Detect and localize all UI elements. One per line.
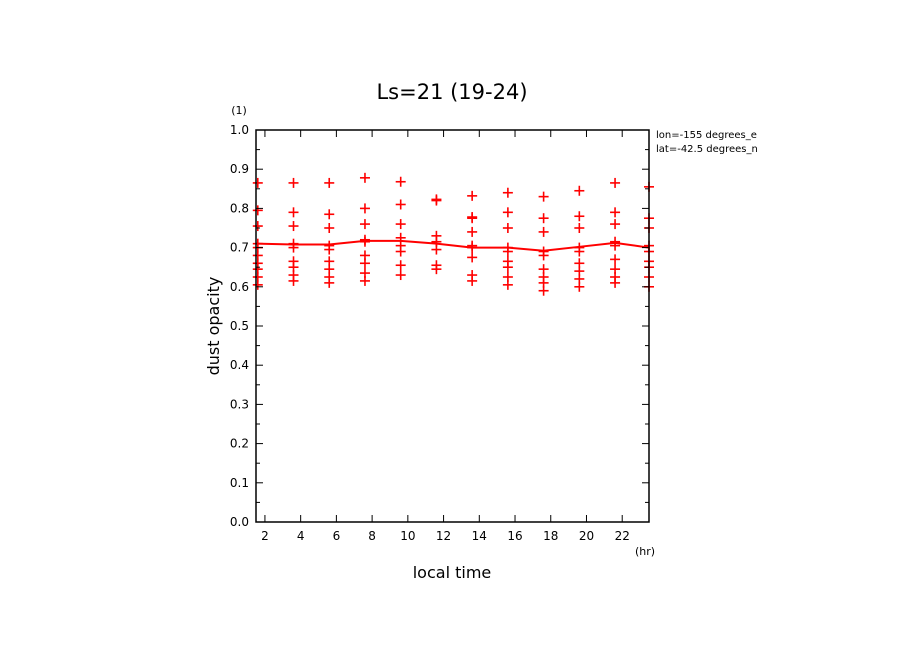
data-point bbox=[502, 262, 513, 273]
y-tick-label: 0.0 bbox=[230, 515, 249, 529]
data-point bbox=[359, 219, 370, 230]
data-point bbox=[574, 246, 585, 257]
data-point bbox=[431, 244, 442, 255]
x-tick-label: 22 bbox=[615, 529, 630, 543]
data-point bbox=[395, 260, 406, 271]
data-point bbox=[359, 172, 370, 183]
data-point bbox=[324, 277, 335, 288]
x-tick-label: 6 bbox=[333, 529, 341, 543]
y-tick-label: 0.4 bbox=[230, 358, 249, 372]
y-tick-label: 0.8 bbox=[230, 201, 249, 215]
data-point bbox=[252, 205, 263, 216]
x-tick-label: 18 bbox=[543, 529, 558, 543]
x-axis-label: local time bbox=[413, 563, 492, 582]
data-point bbox=[467, 226, 478, 237]
data-point bbox=[324, 244, 335, 255]
data-point bbox=[610, 207, 621, 218]
data-point bbox=[431, 264, 442, 275]
y-tick-label: 0.1 bbox=[230, 476, 249, 490]
mean-line bbox=[255, 239, 650, 252]
data-point bbox=[502, 187, 513, 198]
data-point bbox=[467, 252, 478, 263]
y-tick-label: 0.2 bbox=[230, 437, 249, 451]
data-point bbox=[288, 221, 299, 232]
data-point bbox=[574, 211, 585, 222]
data-point bbox=[610, 219, 621, 230]
data-point bbox=[610, 254, 621, 265]
y-tick-label: 0.7 bbox=[230, 241, 249, 255]
annotation-lat: lat=-42.5 degrees_n bbox=[656, 144, 758, 155]
data-point bbox=[574, 185, 585, 196]
chart-title: Ls=21 (19-24) bbox=[376, 80, 527, 104]
plot-frame bbox=[255, 129, 650, 523]
data-point bbox=[538, 213, 549, 224]
data-point bbox=[288, 177, 299, 188]
data-point bbox=[324, 177, 335, 188]
data-point bbox=[359, 258, 370, 269]
data-point bbox=[502, 279, 513, 290]
data-point bbox=[574, 281, 585, 292]
data-point bbox=[252, 177, 263, 188]
data-point bbox=[538, 191, 549, 202]
data-point bbox=[252, 279, 263, 290]
data-point bbox=[538, 250, 549, 261]
x-tick-label: 8 bbox=[368, 529, 376, 543]
x-unit-label: (hr) bbox=[635, 545, 655, 558]
y-unit-label: (1) bbox=[231, 104, 247, 117]
data-point bbox=[395, 246, 406, 257]
x-tick-label: 16 bbox=[507, 529, 522, 543]
data-point bbox=[574, 223, 585, 233]
data-point bbox=[467, 190, 478, 201]
data-point bbox=[288, 275, 299, 286]
data-point bbox=[395, 199, 406, 210]
y-tick-label: 1.0 bbox=[230, 123, 249, 137]
data-point bbox=[538, 226, 549, 237]
data-point bbox=[467, 275, 478, 286]
data-point bbox=[610, 177, 621, 188]
y-axis-label: dust opacity bbox=[204, 277, 223, 376]
y-tick-label: 0.3 bbox=[230, 397, 249, 411]
x-tick-label: 10 bbox=[400, 529, 415, 543]
annotation-lon: lon=-155 degrees_e bbox=[656, 130, 757, 141]
y-tick-label: 0.5 bbox=[230, 319, 249, 333]
data-point bbox=[502, 223, 513, 233]
data-point bbox=[538, 285, 549, 296]
y-axis: 0.0 0.1 0.2 0.3 0.4 0.5 0.6 0.7 0.8 0.9 1.0 bbox=[230, 123, 649, 529]
data-point bbox=[395, 270, 406, 281]
x-tick-label: 2 bbox=[261, 529, 269, 543]
data-point bbox=[610, 277, 621, 288]
y-tick-label: 0.6 bbox=[230, 280, 249, 294]
data-point bbox=[395, 219, 406, 230]
data-point bbox=[324, 223, 335, 233]
x-axis: 2 4 6 8 10 12 14 16 18 20 22 bbox=[261, 130, 630, 543]
data-point bbox=[324, 209, 335, 220]
data-point bbox=[288, 207, 299, 218]
y-tick-label: 0.9 bbox=[230, 162, 249, 176]
plot-area bbox=[252, 172, 654, 296]
x-tick-label: 4 bbox=[297, 529, 305, 543]
x-tick-label: 14 bbox=[472, 529, 487, 543]
x-tick-label: 12 bbox=[436, 529, 451, 543]
data-point bbox=[467, 213, 478, 224]
data-point bbox=[431, 195, 442, 206]
data-point bbox=[359, 275, 370, 286]
data-point bbox=[359, 203, 370, 214]
data-point bbox=[395, 176, 406, 187]
data-point bbox=[252, 221, 263, 232]
data-point bbox=[502, 207, 513, 218]
x-tick-label: 20 bbox=[579, 529, 594, 543]
